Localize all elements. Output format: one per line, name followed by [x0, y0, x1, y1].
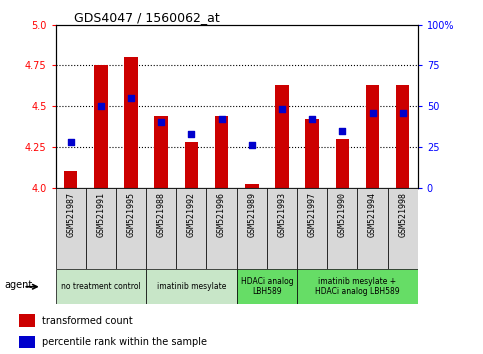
Text: imatinib mesylate +
HDACi analog LBH589: imatinib mesylate + HDACi analog LBH589: [315, 277, 400, 296]
Bar: [56, 188, 86, 269]
Text: no treatment control: no treatment control: [61, 282, 141, 291]
Bar: [64, 171, 77, 188]
Bar: [19, 336, 35, 348]
Text: GSM521987: GSM521987: [66, 192, 75, 237]
Point: [369, 110, 376, 115]
Bar: [388, 188, 418, 269]
Text: GSM521998: GSM521998: [398, 192, 407, 237]
Bar: [267, 188, 297, 269]
Text: percentile rank within the sample: percentile rank within the sample: [42, 337, 207, 347]
Bar: [396, 85, 410, 188]
Bar: [146, 188, 176, 269]
Point: [97, 103, 105, 109]
Point: [339, 128, 346, 133]
Point: [399, 110, 407, 115]
Text: GDS4047 / 1560062_at: GDS4047 / 1560062_at: [73, 11, 219, 24]
Text: GSM521994: GSM521994: [368, 192, 377, 237]
Bar: [305, 119, 319, 188]
Bar: [176, 188, 207, 269]
Bar: [124, 57, 138, 188]
Text: GSM521992: GSM521992: [187, 192, 196, 237]
Bar: [237, 188, 267, 269]
Text: GSM521989: GSM521989: [247, 192, 256, 237]
Point: [308, 116, 316, 122]
Bar: [185, 142, 198, 188]
Text: HDACi analog
LBH589: HDACi analog LBH589: [241, 277, 293, 296]
Text: GSM521995: GSM521995: [127, 192, 136, 237]
Bar: [207, 188, 237, 269]
Bar: [19, 314, 35, 327]
Bar: [336, 139, 349, 188]
Text: GSM521993: GSM521993: [277, 192, 286, 237]
Point: [218, 116, 226, 122]
Bar: [56, 269, 146, 304]
Bar: [275, 85, 289, 188]
Bar: [215, 116, 228, 188]
Point: [67, 139, 74, 145]
Bar: [297, 269, 418, 304]
Bar: [327, 188, 357, 269]
Text: transformed count: transformed count: [42, 316, 132, 326]
Text: imatinib mesylate: imatinib mesylate: [156, 282, 226, 291]
Bar: [155, 116, 168, 188]
Bar: [357, 188, 388, 269]
Bar: [116, 188, 146, 269]
Text: GSM521997: GSM521997: [308, 192, 317, 237]
Bar: [297, 188, 327, 269]
Point: [248, 142, 256, 148]
Bar: [86, 188, 116, 269]
Text: agent: agent: [4, 280, 33, 290]
Point: [157, 120, 165, 125]
Point: [278, 107, 286, 112]
Bar: [237, 269, 297, 304]
Point: [127, 95, 135, 101]
Bar: [366, 85, 379, 188]
Bar: [245, 184, 258, 188]
Bar: [94, 65, 108, 188]
Text: GSM521996: GSM521996: [217, 192, 226, 237]
Point: [187, 131, 195, 137]
Bar: [146, 269, 237, 304]
Text: GSM521988: GSM521988: [156, 192, 166, 237]
Text: GSM521991: GSM521991: [96, 192, 105, 237]
Text: GSM521990: GSM521990: [338, 192, 347, 237]
